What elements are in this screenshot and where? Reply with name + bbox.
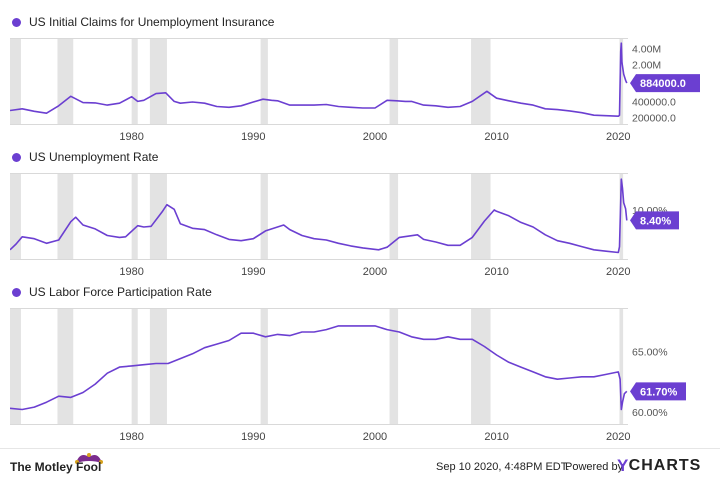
recession-band [389,39,399,124]
recession-band [131,174,138,259]
x-tick-label: 2010 [484,131,508,143]
last-value-badge [630,74,700,93]
motley-fool-logo: The Motley Fool [10,460,102,474]
x-tick-label: 2020 [606,266,630,278]
x-tick-label: 2010 [484,431,508,443]
chart-panel-participation: 1980 1990 2000 2010 2020 60.00% 65.00% 61.70% [10,308,686,443]
series-line [10,42,628,117]
recession-band [57,174,74,259]
series-dot-icon [12,287,21,297]
x-tick-label: 2000 [363,266,387,278]
recession-band [260,309,268,424]
recession-band [619,39,624,124]
y-tick-label: 400000.0 [632,96,676,108]
last-value-label: 61.70% [640,386,678,398]
series-dot-icon [12,17,21,27]
recession-band [131,309,138,424]
x-tick-label: 1990 [241,131,265,143]
x-tick-label: 2020 [606,431,630,443]
y-tick-label: 2.00M [632,59,661,71]
recession-band [260,39,268,124]
ycharts-logo-text: CHARTS [628,457,702,474]
legend-participation: US Labor Force Participation Rate [12,285,212,299]
powered-by: Powered by [565,461,624,473]
x-tick-label: 2020 [606,131,630,143]
series-line [10,178,628,254]
recession-band [10,174,21,259]
x-tick-label: 1980 [119,431,143,443]
recession-band [57,309,74,424]
chart-panel-claims: 19801990200020102020200000.0400000.01.00… [10,38,700,143]
footer: The Motley Fool Sep 10 2020, 4:48PM EDT.… [0,448,720,481]
ycharts-y-icon: Y [617,456,629,475]
chart-title-participation: US Labor Force Participation Rate [29,285,212,299]
series-line [10,325,628,411]
last-value-label: 8.40% [640,215,671,227]
legend-unemployment: US Unemployment Rate [12,150,158,164]
recession-band [149,39,167,124]
last-value-label: 884000.0 [640,78,686,90]
y-tick-label: 60.00% [632,407,668,419]
recession-band [389,309,399,424]
chart-title-unemployment: US Unemployment Rate [29,150,159,164]
x-tick-label: 2000 [363,431,387,443]
recession-band [389,174,399,259]
recession-band [619,309,624,424]
recession-band [10,39,21,124]
y-tick-label: 4.00M [632,43,661,55]
y-tick-label: 200000.0 [632,112,676,124]
x-tick-label: 1980 [119,266,143,278]
recession-band [149,309,167,424]
recession-band [471,309,491,424]
x-tick-label: 2010 [484,266,508,278]
x-tick-label: 1990 [241,266,265,278]
recession-band [57,39,74,124]
recession-band [471,39,491,124]
recession-band [619,174,624,259]
last-value-badge [630,382,686,401]
chart-panel-unemployment: 1980 1990 2000 2010 2020 10.00% 8.40% [10,173,679,278]
jester-cap-icon [75,453,103,464]
recession-band [10,309,21,424]
chart-claims: 19801990200020102020200000.0400000.01.00… [10,39,700,143]
chart-title-claims: US Initial Claims for Unemployment Insur… [29,15,275,29]
timestamp: Sep 10 2020, 4:48PM EDT. [436,461,570,473]
x-tick-label: 1990 [241,431,265,443]
recession-band [471,174,491,259]
recession-band [260,174,268,259]
y-tick-label: 65.00% [632,346,668,358]
x-tick-label: 1980 [119,131,143,143]
last-value-badge [630,211,679,230]
x-tick-label: 2000 [363,131,387,143]
legend-claims: US Initial Claims for Unemployment Insur… [12,15,274,29]
recession-band [131,39,138,124]
series-dot-icon [12,152,21,162]
